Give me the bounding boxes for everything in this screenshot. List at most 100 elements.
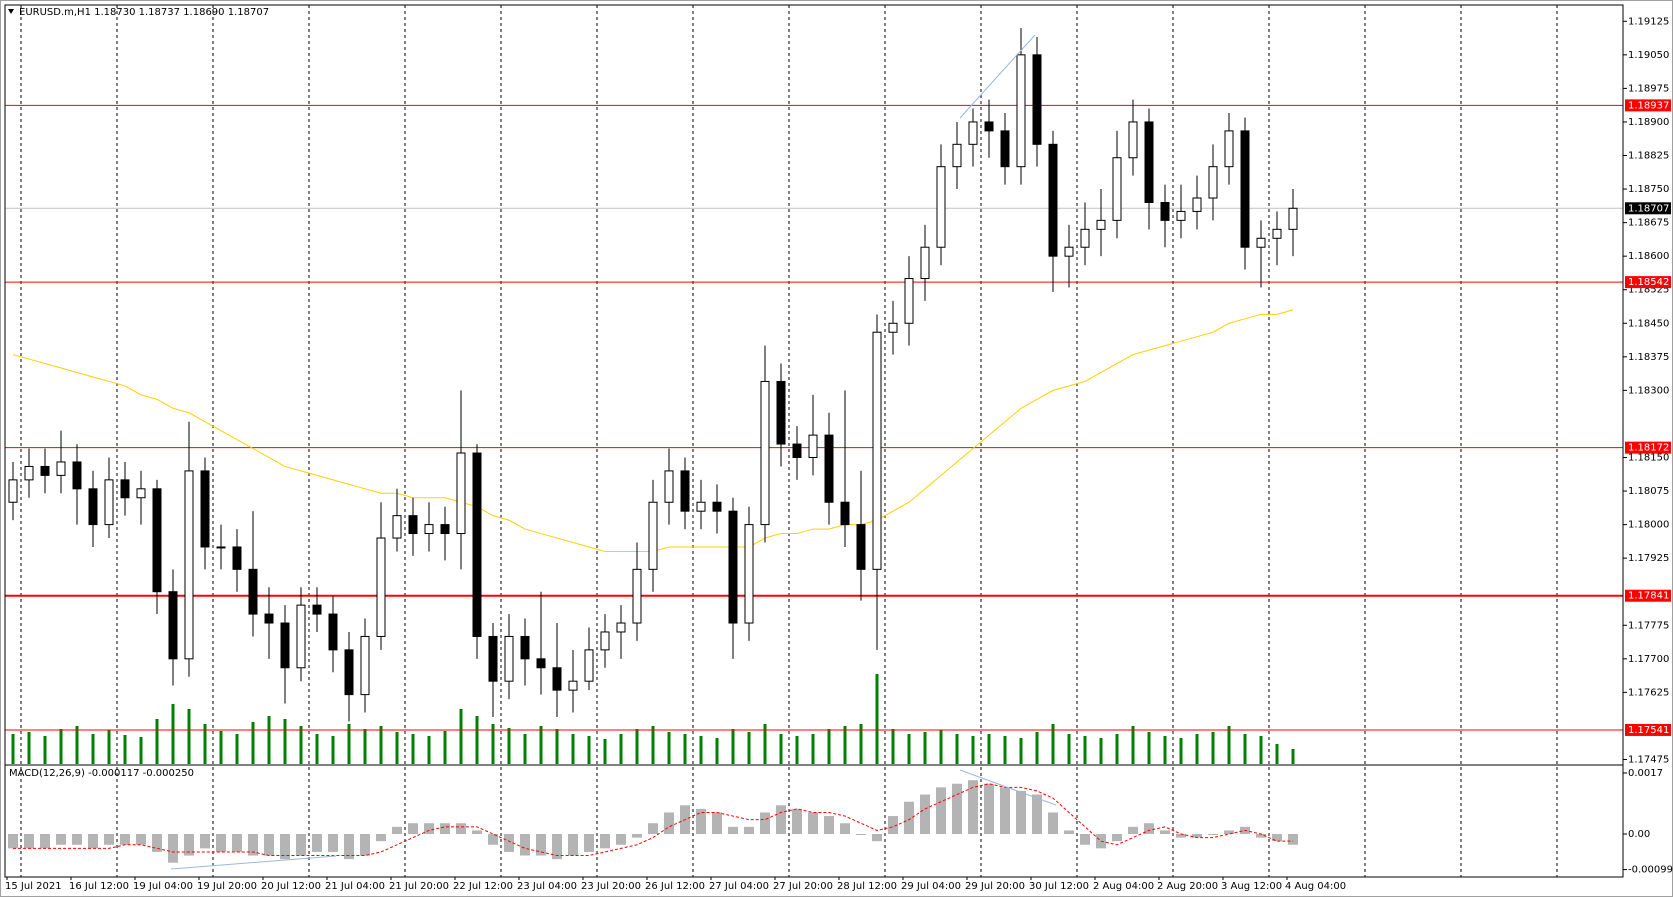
candle-body: [440, 524, 450, 535]
candle-body: [520, 635, 530, 660]
y-tick-label: 1.17700: [1628, 654, 1669, 665]
candle-body: [200, 470, 210, 548]
x-tick-label: 29 Jul 20:00: [965, 881, 1025, 892]
candle-body: [1096, 219, 1106, 230]
x-tick-label: 19 Jul 20:00: [197, 881, 257, 892]
macd-bar: [760, 812, 770, 835]
x-tick-label: 4 Aug 04:00: [1285, 881, 1346, 892]
candle-body: [1272, 228, 1282, 239]
macd-bar: [408, 823, 418, 835]
macd-bar: [168, 834, 178, 863]
price-tag-label: 1.17841: [1628, 591, 1669, 602]
candle-body: [1256, 237, 1266, 248]
macd-bar: [1016, 790, 1026, 835]
candle-body: [504, 635, 514, 682]
candle-body: [8, 479, 18, 503]
price-tag-label: 1.18707: [1628, 203, 1669, 214]
candle-body: [88, 488, 98, 526]
macd-bar: [184, 834, 194, 856]
candle-body: [1048, 143, 1058, 257]
macd-signal: [13, 783, 1293, 857]
candle-body: [728, 510, 738, 624]
candle-body: [168, 591, 178, 660]
y-tick-label: 1.18450: [1628, 318, 1669, 329]
candle-body: [616, 622, 626, 633]
y-tick-label: 1.17625: [1628, 687, 1669, 698]
candle-body: [952, 143, 962, 168]
chart-title: EURUSD.m,H1 1.18730 1.18737 1.18690 1.18…: [19, 7, 269, 18]
macd-bar: [328, 834, 338, 852]
y-tick-label: 1.18750: [1628, 184, 1669, 195]
price-tag-label: 1.18542: [1628, 277, 1669, 288]
macd-bar: [136, 834, 146, 845]
macd-bar: [840, 823, 850, 835]
macd-bar: [72, 834, 82, 845]
macd-bar: [424, 823, 434, 835]
x-tick-label: 29 Jul 04:00: [901, 881, 961, 892]
macd-bar: [24, 834, 34, 849]
y-tick-label: 1.18150: [1628, 452, 1669, 463]
macd-bar: [504, 834, 514, 852]
macd-bar: [104, 834, 114, 845]
candle-body: [1032, 54, 1042, 145]
y-tick-label: 1.18525: [1628, 285, 1669, 296]
x-tick-label: 2 Aug 20:00: [1157, 881, 1218, 892]
y-tick-label: 1.17775: [1628, 620, 1669, 631]
macd-tick-label: 0.00: [1628, 829, 1650, 840]
x-tick-label: 19 Jul 04:00: [133, 881, 193, 892]
candle-body: [936, 166, 946, 248]
macd-bar: [648, 823, 658, 835]
candle-body: [456, 452, 466, 535]
candle-body: [1064, 246, 1074, 257]
macd-bar: [552, 834, 562, 860]
candle-body: [600, 631, 610, 651]
macd-bar: [1288, 834, 1298, 845]
macd-bar: [40, 834, 50, 849]
trend-line: [959, 769, 1057, 806]
y-tick-label: 1.17925: [1628, 553, 1669, 564]
macd-bar: [296, 834, 306, 856]
candle-body: [1224, 130, 1234, 168]
candle-body: [1160, 201, 1170, 221]
macd-bar: [808, 812, 818, 835]
x-tick-label: 23 Jul 04:00: [517, 881, 577, 892]
price-tag-label: 1.17541: [1628, 725, 1669, 736]
menu-arrow[interactable]: [8, 9, 14, 14]
macd-bar: [872, 834, 882, 842]
x-tick-label: 23 Jul 20:00: [581, 881, 641, 892]
x-tick-label: 2 Aug 04:00: [1093, 881, 1154, 892]
candle-body: [744, 524, 754, 624]
macd-bar: [488, 834, 498, 845]
x-tick-label: 27 Jul 04:00: [709, 881, 769, 892]
x-tick-label: 21 Jul 20:00: [389, 881, 449, 892]
candle-body: [984, 121, 994, 132]
candle-body: [376, 537, 386, 637]
macd-bar: [1048, 812, 1058, 835]
candle-body: [360, 635, 370, 696]
macd-bar: [1192, 834, 1202, 838]
macd-bar: [1064, 830, 1074, 835]
y-tick-label: 1.17475: [1628, 754, 1669, 765]
macd-bar: [632, 834, 642, 838]
candle-body: [712, 501, 722, 512]
candle-body: [40, 465, 50, 476]
candle-body: [72, 461, 82, 490]
y-tick-label: 1.19050: [1628, 50, 1669, 61]
candle-body: [856, 524, 866, 570]
candle-body: [1016, 54, 1026, 168]
indicator-label: MACD(12,26,9) -0.000117 -0.000250: [9, 768, 194, 779]
candle-body: [1288, 207, 1298, 230]
macd-bar: [696, 808, 706, 835]
macd-bar: [152, 834, 162, 852]
y-tick-label: 1.18600: [1628, 251, 1669, 262]
candle-body: [24, 465, 34, 481]
candle-body: [120, 479, 130, 499]
trend-line: [170, 855, 337, 870]
candle-body: [488, 635, 498, 682]
candle-body: [904, 278, 914, 324]
candle-body: [536, 658, 546, 669]
x-tick-label: 30 Jul 12:00: [1029, 881, 1089, 892]
macd-bar: [264, 834, 274, 856]
macd-bar: [312, 834, 322, 852]
price-tag: [1625, 99, 1671, 112]
